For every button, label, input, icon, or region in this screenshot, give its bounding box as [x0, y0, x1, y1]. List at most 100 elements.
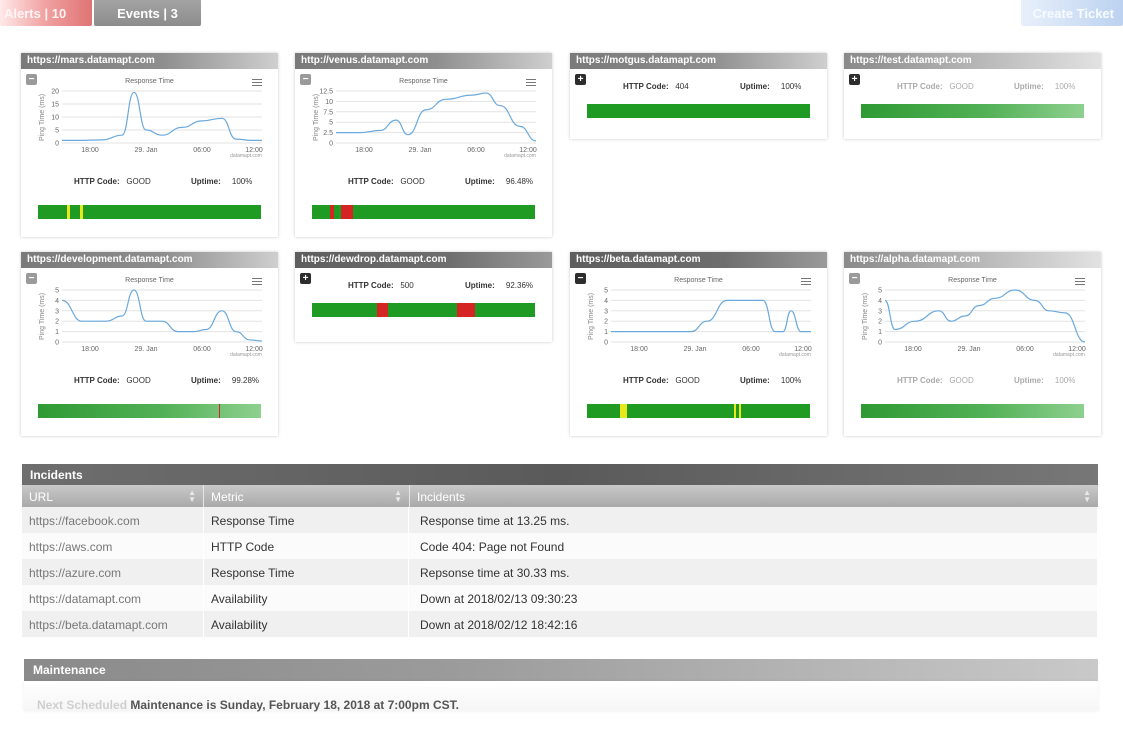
chart-menu-icon[interactable] [1075, 278, 1085, 285]
row-incident: Response time at 13.25 ms. [409, 507, 1098, 533]
monitor-url[interactable]: http://venus.datamapt.com [295, 53, 552, 69]
y-tick-label: 0 [878, 340, 882, 347]
status-segment-red [340, 205, 354, 219]
http-code-label: HTTP Code: [897, 376, 943, 385]
y-tick-label: 4 [55, 298, 59, 305]
column-url[interactable]: URL ▲ ▼ [22, 485, 204, 507]
http-code-value: GOOD [949, 376, 974, 385]
monitor-card: https://dewdrop.datamapt.com + HTTP Code: … [295, 252, 552, 342]
response-time-chart: Ping Time (ms) 0 1 2 3 4 5 18:00 29. Jan 06:00 12:… [588, 288, 812, 359]
row-url[interactable]: https://facebook.com [22, 507, 204, 533]
monitor-url[interactable]: https://development.datamapt.com [21, 252, 278, 268]
table-row[interactable]: https://azure.com Response Time Repsonse… [22, 559, 1098, 585]
tab-alerts[interactable]: Alerts | 10 [0, 0, 92, 26]
status-segment-yellow [80, 205, 84, 219]
uptime-value: 100% [1054, 82, 1076, 91]
status-bar [312, 205, 535, 219]
sort-icon[interactable]: ▲ ▼ [1083, 488, 1091, 504]
chart-menu-icon[interactable] [526, 79, 536, 86]
status-segment-yellow [734, 404, 737, 418]
uptime-stat: Uptime: 100% [1014, 376, 1075, 385]
uptime-value: 100% [1054, 376, 1076, 385]
expand-icon[interactable]: + [575, 74, 586, 85]
table-row[interactable]: https://aws.com HTTP Code Code 404: Page… [22, 533, 1098, 559]
x-tick-label: 29. Jan [135, 346, 158, 353]
maintenance-title: Maintenance [24, 659, 1098, 681]
row-metric: Response Time [204, 507, 409, 533]
table-row[interactable]: https://beta.datamapt.com Availability D… [22, 611, 1098, 637]
incidents-panel: Incidents URL ▲ ▼ Metric ▲ ▼ Incidents ▲ ▼ … [22, 464, 1098, 637]
row-incident: Code 404: Page not Found [409, 533, 1098, 559]
x-tick-label: 12:00 [245, 147, 263, 154]
chart-title: Response Time [125, 78, 174, 85]
chart-menu-icon[interactable] [252, 278, 262, 285]
monitor-url[interactable]: https://motgus.datamapt.com [570, 53, 827, 69]
maintenance-text: Maintenance is Sunday, February 18, 2018… [130, 698, 459, 712]
collapse-icon[interactable]: − [26, 74, 37, 85]
tab-events[interactable]: Events | 3 [94, 0, 201, 26]
column-incidents[interactable]: Incidents ▲ ▼ [410, 485, 1098, 507]
collapse-icon[interactable]: − [575, 273, 586, 284]
chart-credit: datamapt.com [779, 352, 811, 358]
x-tick-label: 12:00 [519, 147, 537, 154]
chart-menu-icon[interactable] [801, 278, 811, 285]
x-tick-label: 18:00 [904, 346, 922, 353]
create-ticket-button[interactable]: Create Ticket [1021, 0, 1123, 26]
y-tick-label: 4 [604, 298, 608, 305]
table-row[interactable]: https://facebook.com Response Time Respo… [22, 507, 1098, 533]
monitor-url[interactable]: https://dewdrop.datamapt.com [295, 252, 552, 268]
chart-title: Response Time [948, 277, 997, 284]
row-url[interactable]: https://aws.com [22, 533, 204, 559]
monitor-url[interactable]: https://test.datamapt.com [844, 53, 1101, 69]
y-tick-label: 1 [55, 329, 59, 336]
x-tick-label: 06:00 [193, 147, 211, 154]
expand-icon[interactable]: + [300, 273, 311, 284]
column-url-label: URL [29, 490, 54, 504]
chart-title: Response Time [125, 277, 174, 284]
x-tick-label: 18:00 [81, 147, 99, 154]
column-metric[interactable]: Metric ▲ ▼ [204, 485, 410, 507]
monitor-url[interactable]: https://mars.datamapt.com [21, 53, 278, 69]
uptime-label: Uptime: [740, 82, 770, 91]
row-url[interactable]: https://beta.datamapt.com [22, 611, 204, 637]
http-code-stat: HTTP Code: GOOD [623, 376, 700, 385]
y-tick-label: 5 [329, 120, 333, 127]
http-code-label: HTTP Code: [348, 281, 394, 290]
collapse-icon[interactable]: − [300, 74, 311, 85]
y-tick-label: 1 [878, 329, 882, 336]
row-url[interactable]: https://datamapt.com [22, 585, 204, 611]
sort-icon[interactable]: ▲ ▼ [394, 488, 402, 504]
expand-icon[interactable]: + [849, 74, 860, 85]
response-time-series [611, 299, 811, 333]
http-code-value: GOOD [400, 177, 425, 186]
status-bar [38, 404, 261, 418]
status-segment-red [218, 404, 221, 418]
collapse-icon[interactable]: − [849, 273, 860, 284]
row-url[interactable]: https://azure.com [22, 559, 204, 585]
http-code-value: 404 [675, 82, 689, 91]
column-incidents-label: Incidents [417, 490, 466, 504]
x-tick-label: 06:00 [1016, 346, 1034, 353]
row-metric: Response Time [204, 559, 409, 585]
y-tick-label: 12.5 [319, 89, 333, 96]
status-bar [861, 104, 1084, 118]
monitor-card: https://development.datamapt.com − Respons… [21, 252, 278, 436]
chart-credit: datamapt.com [504, 153, 536, 159]
sort-icon[interactable]: ▲ ▼ [188, 488, 196, 504]
y-tick-label: 0 [55, 141, 59, 148]
table-row[interactable]: https://datamapt.com Availability Down a… [22, 585, 1098, 611]
http-code-label: HTTP Code: [897, 82, 943, 91]
response-time-chart: Ping Time (ms) 0 1 2 3 4 5 18:00 29. Jan 06:00 12:… [39, 288, 263, 359]
status-bar [38, 205, 261, 219]
monitor-url[interactable]: https://alpha.datamapt.com [844, 252, 1101, 268]
chart-menu-icon[interactable] [252, 79, 262, 86]
uptime-label: Uptime: [740, 376, 770, 385]
x-tick-label: 06:00 [467, 147, 485, 154]
monitor-card: https://alpha.datamapt.com − Response Time… [844, 252, 1101, 436]
column-metric-label: Metric [211, 490, 244, 504]
monitor-url[interactable]: https://beta.datamapt.com [570, 252, 827, 268]
collapse-icon[interactable]: − [26, 273, 37, 284]
uptime-stat: Uptime: 100% [740, 376, 801, 385]
uptime-value: 92.36% [505, 281, 534, 290]
y-tick-label: 5 [55, 128, 59, 135]
